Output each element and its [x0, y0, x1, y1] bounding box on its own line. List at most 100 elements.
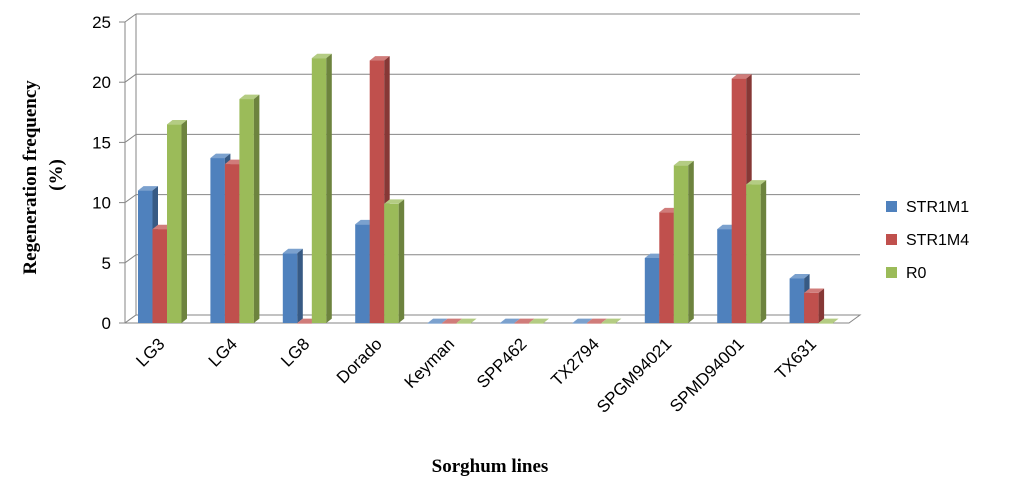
legend-swatch: [886, 267, 897, 278]
bar-front: [804, 292, 819, 323]
bar-front: [572, 323, 587, 324]
gridline-depth: [124, 194, 137, 204]
bar-top: [529, 318, 549, 323]
x-tick-label: LG8: [277, 334, 313, 370]
bar-front: [210, 158, 225, 323]
bar-side: [688, 160, 694, 323]
x-axis-title: Sorghum lines: [432, 456, 549, 477]
bar-top: [210, 153, 231, 159]
bar-str1m1-lg8: [282, 248, 303, 323]
bar-top: [789, 274, 810, 279]
bar-front: [500, 323, 515, 324]
legend-label: R0: [906, 265, 927, 282]
bar-top: [138, 186, 158, 191]
bar-front: [167, 124, 182, 323]
bar-r0-spp462: [529, 318, 549, 324]
bar-r0-tx2794: [601, 318, 622, 324]
bar-str1m4-tx2794: [586, 318, 607, 324]
y-axis-title: Regeneration frequency (%): [20, 75, 67, 274]
bar-top: [746, 180, 767, 185]
bar-str1m1-spp462: [500, 318, 520, 324]
bar-r0-tx631: [818, 318, 839, 324]
bar-top: [239, 94, 260, 100]
legend-swatch: [886, 234, 897, 245]
bar-top: [601, 318, 622, 323]
bar-side: [818, 288, 825, 323]
bar-front: [717, 229, 732, 323]
y-tick-label: 0: [102, 314, 111, 333]
gridline-depth: [124, 13, 137, 23]
bar-front: [586, 323, 602, 324]
legend-item-r0: R0: [886, 265, 927, 282]
bar-top: [586, 318, 607, 323]
y-tick-label: 25: [92, 13, 111, 32]
y-tick-label: 5: [102, 254, 111, 273]
y-tick-label: 20: [92, 73, 111, 92]
bar-side: [253, 94, 260, 323]
bars: [138, 53, 839, 324]
x-tick-label: LG3: [132, 334, 168, 370]
bar-front: [152, 229, 167, 323]
bar-front: [442, 323, 457, 324]
bar-front: [529, 323, 544, 324]
bar-front: [427, 323, 443, 324]
gridline-depth: [124, 133, 137, 143]
bar-top: [427, 318, 448, 323]
legend-swatch: [886, 201, 897, 212]
bar-str1m4-keyman: [442, 318, 463, 324]
bar-side: [760, 180, 767, 323]
bar-top: [572, 318, 593, 323]
x-tick-label: SPGM94021: [593, 334, 675, 416]
legend-label: STR1M4: [906, 232, 969, 249]
bar-top: [369, 56, 390, 61]
bar-top: [442, 318, 463, 323]
bar-front: [456, 323, 472, 324]
bar-front: [224, 164, 240, 323]
y-tick-label: 10: [92, 194, 111, 213]
y-tick-label: 15: [92, 133, 111, 152]
bar-r0-lg8: [311, 53, 332, 324]
bar-top: [500, 318, 520, 323]
x-tick-label: TX631: [771, 334, 820, 383]
bar-top: [673, 160, 694, 166]
bar-front: [789, 278, 805, 323]
bar-str1m1-keyman: [427, 318, 448, 324]
bar-front: [601, 323, 616, 324]
bar-front: [355, 224, 370, 323]
bar-r0-spgm94021: [673, 160, 694, 323]
x-tick-label: Dorado: [333, 334, 386, 387]
bar-front: [384, 203, 399, 323]
bar-str1m4-tx631: [804, 288, 825, 323]
bar-r0-spmd94001: [746, 180, 767, 323]
bar-front: [673, 165, 689, 323]
bar-top: [731, 74, 752, 79]
bar-front: [731, 78, 747, 323]
bar-top: [384, 199, 405, 204]
bar-front: [644, 257, 660, 323]
bar-front: [282, 253, 298, 323]
bar-side: [326, 53, 332, 323]
bar-str1m1-tx2794: [572, 318, 593, 324]
bar-top: [456, 318, 477, 323]
bar-front: [297, 323, 312, 324]
bar-str1m4-spp462: [514, 318, 535, 324]
gridline-depth: [124, 73, 137, 83]
bar-front: [514, 323, 529, 324]
bar-top: [818, 318, 839, 323]
bar-r0-dorado: [384, 199, 405, 323]
legend-item-str1m1: STR1M1: [886, 199, 969, 216]
bar-r0-keyman: [456, 318, 477, 324]
bar-front: [369, 60, 385, 323]
x-tick-label: Keyman: [401, 334, 459, 392]
x-tick-label: SPP462: [473, 334, 531, 392]
y-axis-title-line-1: Regeneration frequency: [20, 80, 41, 275]
bar-top: [311, 53, 332, 59]
legend: STR1M1 STR1M4 R0: [886, 199, 969, 282]
bar-r0-lg3: [167, 119, 187, 323]
bar-top: [167, 119, 187, 125]
gridline-depth: [124, 254, 137, 264]
bar-front: [659, 212, 674, 323]
legend-label: STR1M1: [906, 199, 969, 216]
bar-front: [746, 184, 761, 323]
